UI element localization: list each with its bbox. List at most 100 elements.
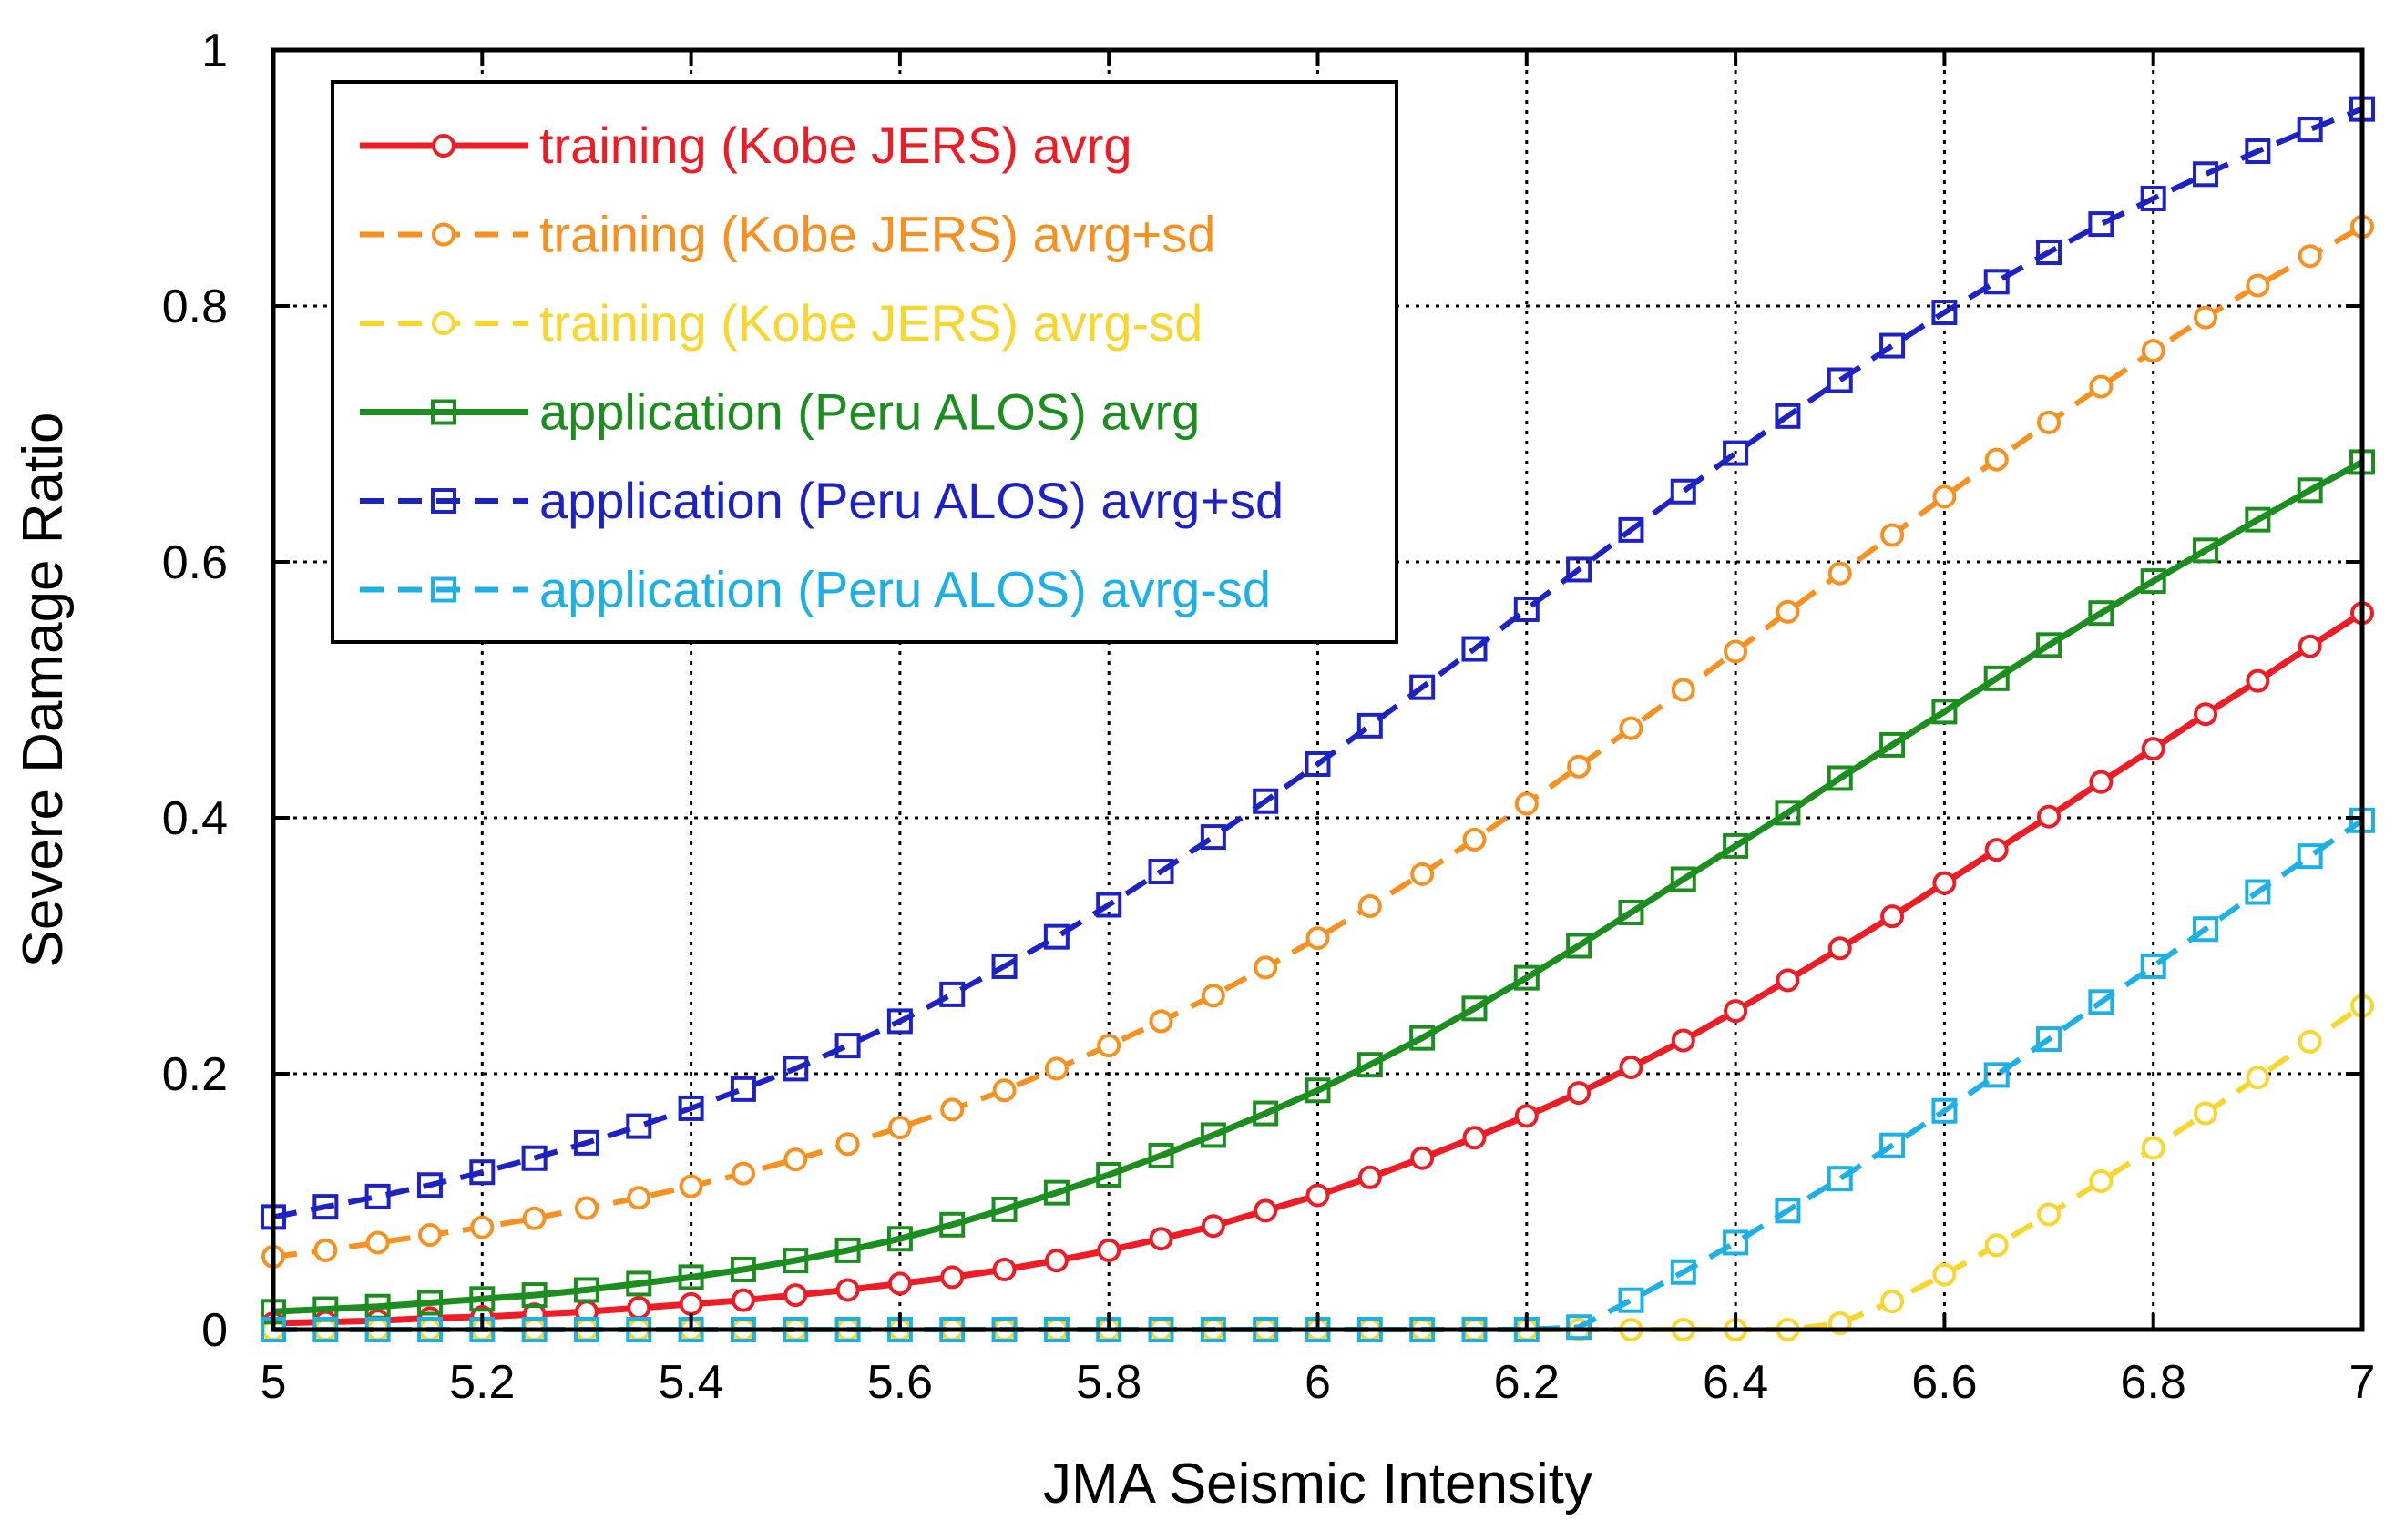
legend-label: application (Peru ALOS) avrg+sd [539, 472, 1284, 529]
x-tick-label: 6.8 [2121, 1356, 2186, 1409]
data-point [1723, 440, 1749, 466]
data-point [835, 1132, 860, 1157]
data-point [1356, 712, 1383, 739]
data-point [1618, 516, 1644, 543]
data-point [1462, 1126, 1487, 1150]
legend-marker [431, 399, 456, 425]
data-point [1724, 999, 1748, 1024]
y-tick-label: 0.2 [162, 1048, 228, 1101]
data-point [886, 1226, 913, 1252]
data-point [1931, 1097, 1958, 1124]
data-point [1567, 1081, 1592, 1106]
data-point [1567, 754, 1592, 779]
legend-label: application (Peru ALOS) avrg [539, 383, 1200, 441]
data-point [1931, 699, 1958, 725]
data-point [1043, 1179, 1070, 1206]
y-tick-label: 1 [201, 25, 228, 77]
data-point [1043, 923, 1070, 950]
data-point [1305, 750, 1331, 777]
x-tick-label: 5.8 [1076, 1356, 1141, 1409]
data-point [2194, 305, 2218, 330]
series-line [272, 459, 2364, 1315]
data-point [992, 1257, 1017, 1281]
data-point [783, 1248, 809, 1274]
data-point [1514, 791, 1539, 816]
data-point [1827, 1166, 1853, 1192]
data-point [1932, 871, 1957, 895]
data-point [1149, 1009, 1173, 1034]
data-point [1670, 478, 1696, 505]
data-point [1357, 1165, 1382, 1189]
data-point [2036, 1026, 2062, 1053]
data-point [365, 1230, 390, 1255]
data-point [783, 1283, 808, 1308]
data-point [2297, 117, 2323, 143]
y-tick-label: 0.6 [162, 536, 228, 589]
data-point [1200, 824, 1226, 851]
data-point [678, 1095, 704, 1121]
data-point [1409, 1025, 1436, 1051]
data-point [1201, 1214, 1225, 1239]
data-point [2141, 339, 2165, 363]
data-point [2246, 273, 2270, 298]
data-point [2037, 804, 2062, 829]
data-point [573, 1277, 599, 1303]
series-5 [261, 96, 2375, 1230]
data-point [992, 1078, 1017, 1103]
data-point [1201, 984, 1225, 1008]
data-point [1983, 665, 2010, 691]
data-point [834, 1033, 861, 1059]
data-point [1670, 1259, 1696, 1285]
data-point [2088, 600, 2114, 627]
data-point [1305, 926, 1330, 951]
data-point [1097, 1034, 1121, 1058]
data-point [2194, 702, 2218, 727]
data-point [573, 1129, 599, 1156]
data-point [1305, 1077, 1331, 1104]
data-point [1253, 1100, 1279, 1127]
data-point [1409, 674, 1436, 700]
data-point [1619, 1055, 1643, 1079]
x-tick-label: 5.2 [449, 1356, 515, 1409]
series-line [272, 106, 2364, 1220]
data-point [1776, 968, 1800, 993]
data-point [2140, 953, 2166, 979]
data-point [1462, 827, 1487, 852]
y-tick-label: 0.8 [162, 280, 228, 333]
data-point [2298, 1029, 2322, 1054]
data-point [1984, 447, 2009, 472]
data-point [2037, 1202, 2062, 1227]
data-point [2193, 537, 2219, 564]
data-point [416, 1290, 443, 1316]
data-point [1566, 1314, 1592, 1341]
data-point [1983, 1062, 2010, 1088]
series-4 [261, 449, 2375, 1325]
data-point [1671, 1028, 1695, 1053]
data-point [1200, 1122, 1226, 1148]
data-point [1254, 1198, 1278, 1223]
data-point [1880, 1290, 1905, 1314]
data-point [1724, 639, 1748, 664]
data-point [2297, 843, 2323, 870]
data-point [678, 1264, 704, 1290]
x-tick-label: 5 [261, 1356, 287, 1409]
y-axis-label: Severe Damage Ratio [12, 413, 75, 968]
data-point [1619, 716, 1643, 740]
data-point [2036, 239, 2062, 265]
data-point [2089, 374, 2114, 399]
data-point [1932, 1262, 1957, 1287]
data-point [1723, 832, 1749, 859]
data-point [730, 1076, 756, 1102]
data-point [2298, 244, 2322, 269]
data-point [2245, 506, 2271, 533]
data-point [1879, 731, 1906, 758]
data-point [1671, 678, 1695, 702]
data-point [1618, 899, 1644, 925]
legend-box [331, 80, 1398, 644]
data-point [939, 1211, 966, 1238]
data-point [991, 953, 1018, 979]
data-point [574, 1196, 599, 1220]
x-tick-label: 6 [1305, 1356, 1331, 1409]
data-point [2037, 410, 2062, 434]
